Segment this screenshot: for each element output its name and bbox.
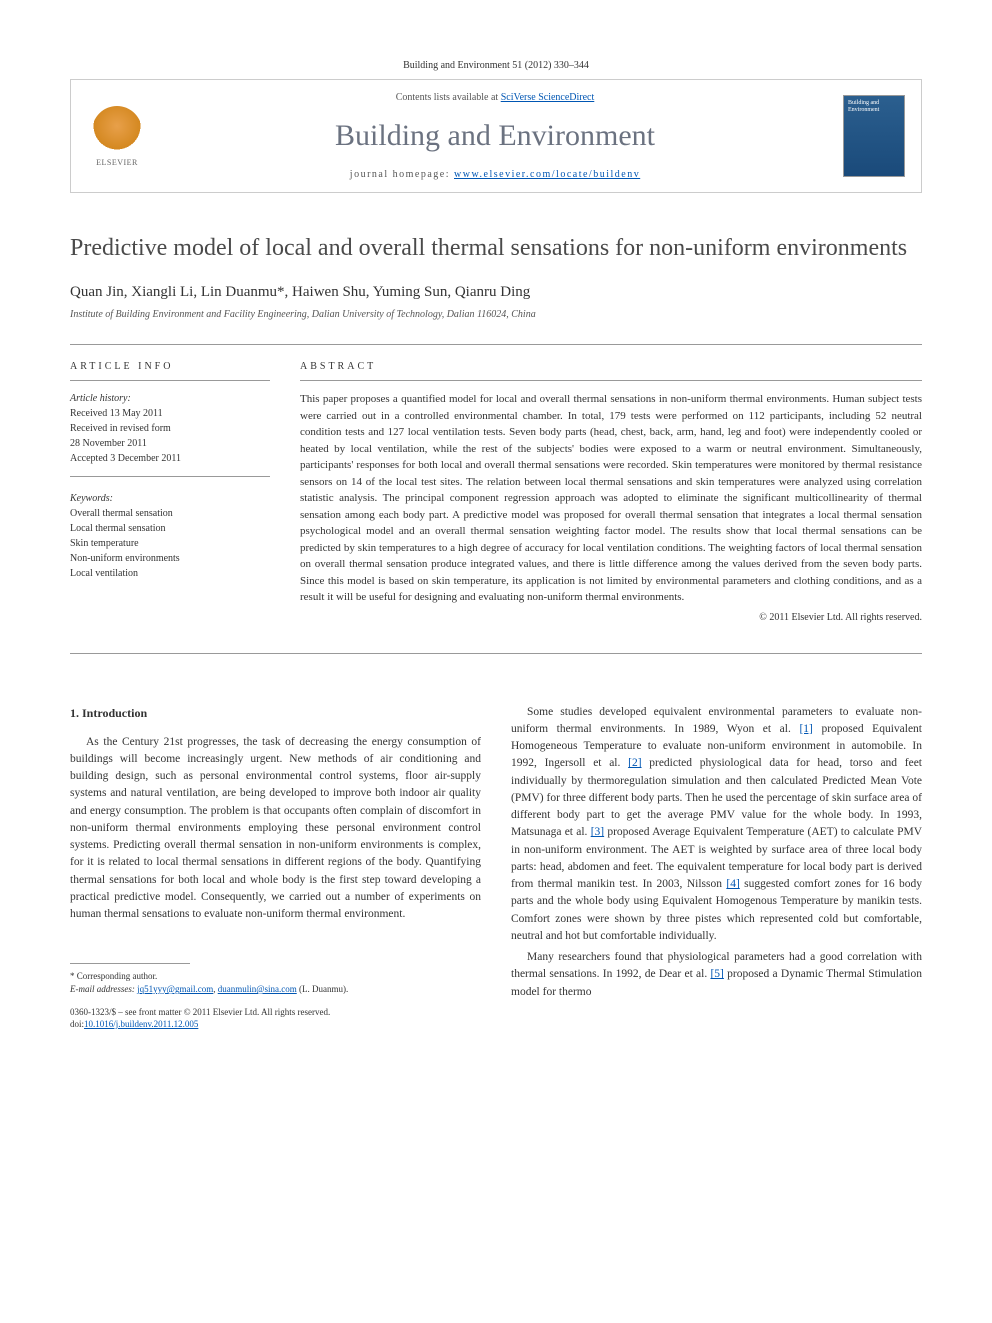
journal-header: ELSEVIER Contents lists available at Sci… — [70, 79, 922, 193]
keyword: Skin temperature — [70, 538, 139, 549]
intro-heading: 1. Introduction — [70, 704, 481, 722]
email-label: E-mail addresses: — [70, 984, 135, 994]
abstract-text: This paper proposes a quantified model f… — [300, 391, 922, 606]
divider — [300, 380, 922, 381]
abstract-column: ABSTRACT This paper proposes a quantifie… — [300, 361, 922, 623]
keyword: Overall thermal sensation — [70, 508, 173, 519]
journal-name: Building and Environment — [147, 119, 843, 153]
footer-divider — [70, 963, 190, 964]
elsevier-tree-icon — [92, 106, 142, 156]
issn-line: 0360-1323/$ – see front matter © 2011 El… — [70, 1006, 481, 1019]
keyword: Local thermal sensation — [70, 523, 166, 534]
keyword: Local ventilation — [70, 568, 138, 579]
email-line: E-mail addresses: jq51yyy@gmail.com, dua… — [70, 983, 481, 996]
doi-line: doi:10.1016/j.buildenv.2011.12.005 — [70, 1018, 481, 1031]
homepage-line: journal homepage: www.elsevier.com/locat… — [147, 169, 843, 180]
corresponding-author: * Corresponding author. — [70, 970, 481, 983]
body-paragraph: Some studies developed equivalent enviro… — [511, 704, 922, 946]
divider — [70, 380, 270, 381]
email-link[interactable]: jq51yyy@gmail.com — [137, 984, 213, 994]
journal-cover-thumbnail: Building and Environment — [843, 95, 905, 177]
article-title: Predictive model of local and overall th… — [70, 233, 922, 264]
contents-available-line: Contents lists available at SciVerse Sci… — [147, 92, 843, 103]
divider — [70, 476, 270, 477]
article-history: Article history: Received 13 May 2011 Re… — [70, 391, 270, 466]
citation-line: Building and Environment 51 (2012) 330–3… — [70, 60, 922, 71]
keywords-block: Keywords: Overall thermal sensation Loca… — [70, 491, 270, 581]
revised-label: Received in revised form — [70, 423, 171, 434]
sciencedirect-link[interactable]: SciVerse ScienceDirect — [501, 92, 595, 103]
article-info-column: ARTICLE INFO Article history: Received 1… — [70, 361, 270, 623]
homepage-link[interactable]: www.elsevier.com/locate/buildenv — [454, 169, 640, 180]
header-center: Contents lists available at SciVerse Sci… — [147, 92, 843, 180]
keywords-label: Keywords: — [70, 493, 113, 504]
citation-link[interactable]: [5] — [710, 968, 723, 980]
email-suffix: (L. Duanmu). — [297, 984, 349, 994]
divider — [70, 653, 922, 654]
email-link[interactable]: duanmulin@sina.com — [218, 984, 297, 994]
abstract-copyright: © 2011 Elsevier Ltd. All rights reserved… — [300, 612, 922, 623]
body-columns: 1. Introduction As the Century 21st prog… — [70, 704, 922, 1031]
history-label: Article history: — [70, 393, 131, 404]
citation-link[interactable]: [2] — [628, 757, 641, 769]
page-container: Building and Environment 51 (2012) 330–3… — [0, 0, 992, 1071]
doi-label: doi: — [70, 1019, 84, 1029]
citation-link[interactable]: [3] — [591, 826, 604, 838]
article-info-label: ARTICLE INFO — [70, 361, 270, 372]
accepted-date: Accepted 3 December 2011 — [70, 453, 181, 464]
citation-link[interactable]: [1] — [799, 723, 812, 735]
revised-date: 28 November 2011 — [70, 438, 147, 449]
citation-link[interactable]: [4] — [726, 878, 739, 890]
received-date: Received 13 May 2011 — [70, 408, 163, 419]
divider — [70, 344, 922, 345]
abstract-label: ABSTRACT — [300, 361, 922, 372]
body-paragraph: Many researchers found that physiologica… — [511, 949, 922, 1001]
cover-label: Building and Environment — [844, 96, 904, 118]
keyword: Non-uniform environments — [70, 553, 180, 564]
affiliation: Institute of Building Environment and Fa… — [70, 309, 922, 320]
page-footer: * Corresponding author. E-mail addresses… — [70, 963, 481, 1030]
info-abstract-row: ARTICLE INFO Article history: Received 1… — [70, 361, 922, 623]
contents-prefix: Contents lists available at — [396, 92, 501, 103]
homepage-prefix: journal homepage: — [350, 169, 454, 180]
doi-link[interactable]: 10.1016/j.buildenv.2011.12.005 — [84, 1019, 198, 1029]
body-column-left: 1. Introduction As the Century 21st prog… — [70, 704, 481, 1031]
body-paragraph: As the Century 21st progresses, the task… — [70, 734, 481, 924]
authors-list: Quan Jin, Xiangli Li, Lin Duanmu*, Haiwe… — [70, 284, 922, 301]
publisher-name: ELSEVIER — [96, 158, 138, 167]
body-column-right: Some studies developed equivalent enviro… — [511, 704, 922, 1031]
publisher-logo: ELSEVIER — [87, 101, 147, 171]
